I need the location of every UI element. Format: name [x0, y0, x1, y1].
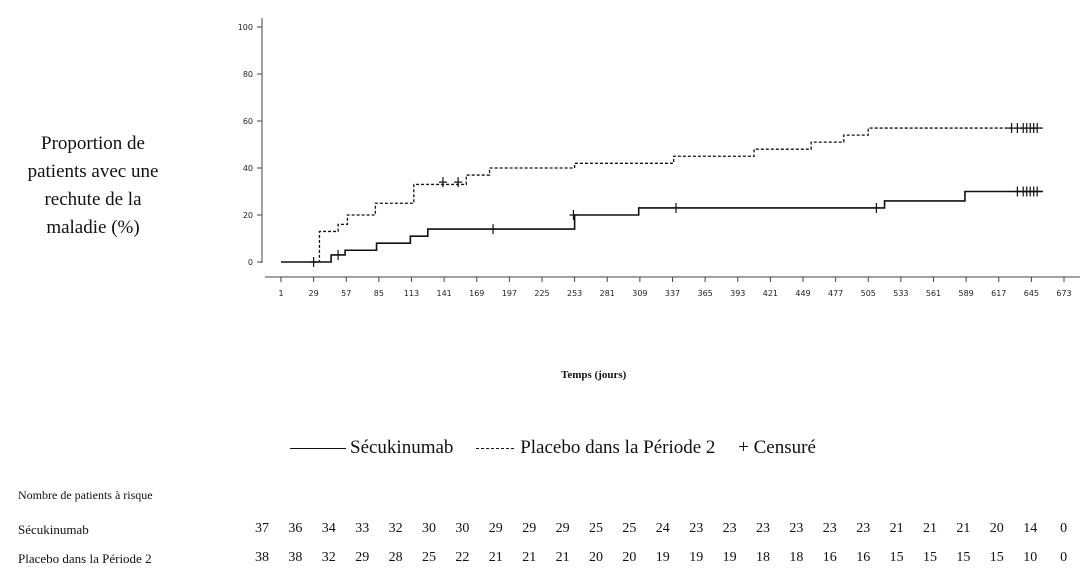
legend-label-placebo: Placebo dans la Période 2 — [520, 437, 716, 458]
x-tick-label: 197 — [502, 289, 517, 298]
y-tick-label: 100 — [238, 23, 253, 32]
y-tick-label: 0 — [248, 258, 253, 267]
x-tick-label: 477 — [828, 289, 843, 298]
censor-mark — [489, 224, 498, 235]
censor-mark — [334, 249, 343, 260]
x-tick-label: 505 — [861, 289, 876, 298]
x-tick-label: 533 — [893, 289, 908, 298]
x-tick-label: 1 — [278, 289, 283, 298]
x-tick-label: 309 — [632, 289, 647, 298]
legend-label-secukinumab: Sécukinumab — [350, 437, 454, 458]
x-tick-label: 589 — [958, 289, 973, 298]
x-tick-label: 365 — [697, 289, 712, 298]
x-tick-label: 225 — [534, 289, 549, 298]
x-tick-label: 617 — [991, 289, 1006, 298]
legend-item-placebo: Placebo dans la Période 2 — [476, 437, 715, 459]
legend: Sécukinumab Placebo dans la Période 2 + … — [290, 437, 834, 459]
censor-mark — [454, 177, 463, 188]
censor-mark — [1033, 186, 1042, 197]
legend-label-censored: + Censuré — [738, 437, 816, 458]
x-tick-label: 561 — [926, 289, 941, 298]
censor-mark — [872, 202, 881, 213]
x-axis-label: Temps (jours) — [561, 369, 627, 381]
series-line-placebo — [313, 127, 1044, 263]
x-tick-label: 421 — [763, 289, 778, 298]
y-axis-label-line: Proportion de — [41, 133, 145, 154]
x-tick-label: 393 — [730, 289, 745, 298]
y-axis-label-line: maladie (%) — [46, 217, 140, 238]
y-tick-label: 60 — [243, 117, 253, 126]
y-axis-label-line: rechute de la — [44, 189, 142, 210]
series-line-secukinumab — [281, 190, 1044, 263]
x-tick-label: 85 — [374, 289, 384, 298]
y-axis-label-line: patients avec une — [27, 161, 159, 182]
x-tick-label: 113 — [404, 289, 419, 298]
x-tick-label: 281 — [600, 289, 615, 298]
axes: 0 20 40 60 80 100 1 29 57 85 113 141 169 197 225 253 281… — [238, 18, 1080, 298]
legend-solid-line-swatch — [290, 448, 346, 450]
x-tick-label: 645 — [1024, 289, 1039, 298]
y-tick-label: 40 — [243, 164, 253, 173]
legend-item-censored: + Censuré — [738, 437, 816, 459]
x-tick-label: 253 — [567, 289, 582, 298]
legend-dashed-line-swatch — [476, 448, 515, 450]
plot-area — [281, 123, 1044, 267]
x-tick-label: 169 — [469, 289, 484, 298]
x-tick-label: 673 — [1056, 289, 1071, 298]
y-tick-label: 20 — [243, 211, 253, 220]
censor-mark — [1033, 123, 1042, 134]
legend-item-secukinumab: Sécukinumab — [290, 437, 453, 459]
x-tick-label: 337 — [665, 289, 680, 298]
censor-mark — [569, 210, 578, 220]
censor-mark — [671, 202, 680, 213]
censor-mark — [438, 177, 447, 188]
y-tick-label: 80 — [243, 70, 253, 79]
x-tick-label: 29 — [309, 289, 319, 298]
x-tick-label: 141 — [436, 289, 451, 298]
x-tick-label: 57 — [341, 289, 351, 298]
x-tick-label: 449 — [795, 289, 810, 298]
y-axis-label: Proportion de patients avec une rechute … — [18, 130, 168, 242]
